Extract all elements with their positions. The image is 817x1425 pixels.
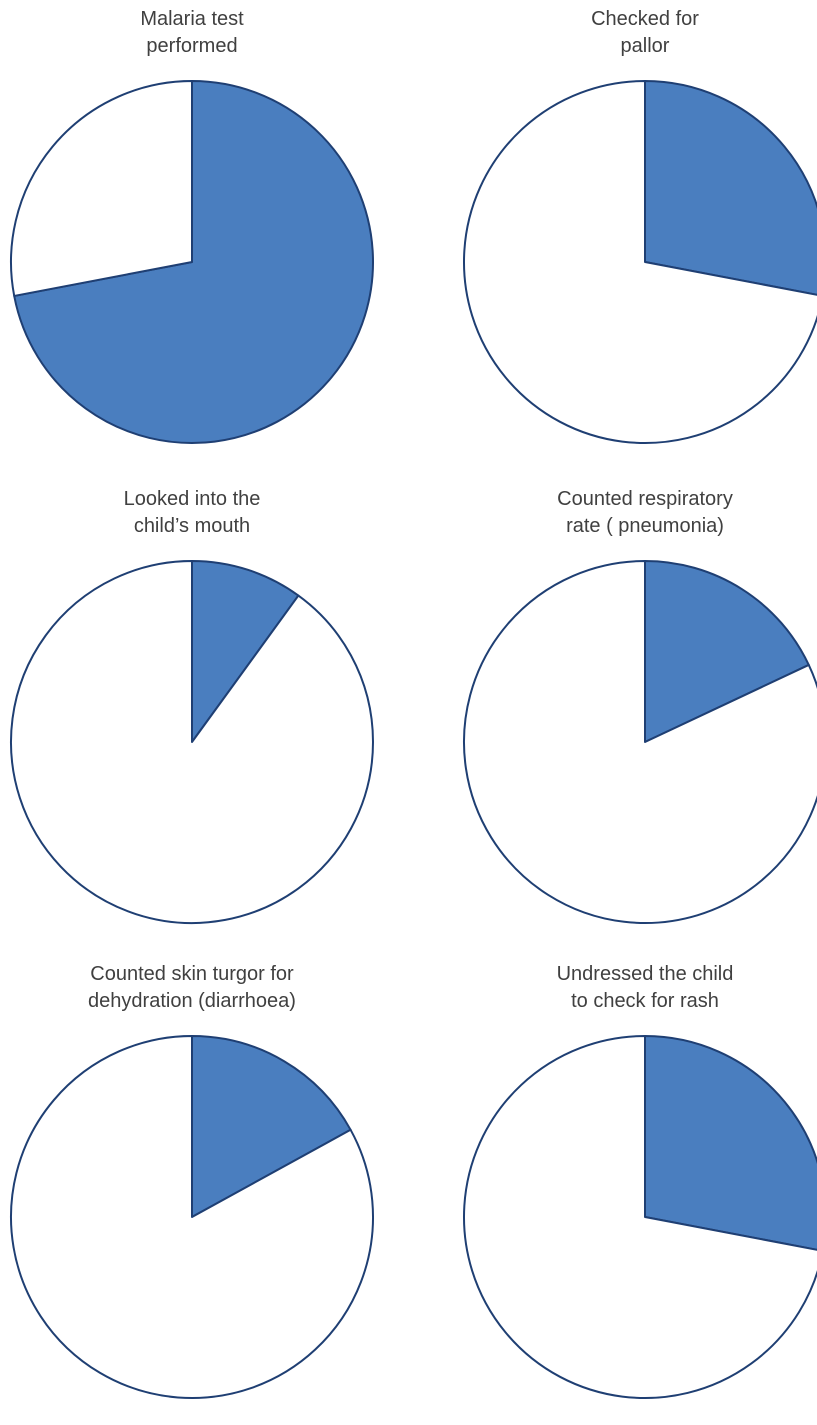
pie-panel-malaria-test: Malaria test performed	[2, 0, 382, 470]
pie-slice-no	[10, 1035, 374, 1399]
pie-title: Checked for pallor	[455, 6, 817, 60]
pie-title-line-2: dehydration (diarrhoea)	[88, 990, 296, 1012]
pie-title-line-2: pallor	[620, 35, 670, 57]
pie-slice-yes	[13, 80, 374, 444]
pie-chart	[463, 1035, 817, 1399]
pie-chart	[10, 560, 374, 924]
pie-slice-yes	[191, 1035, 352, 1218]
pie-panel-mouth: Looked into the child’s mouth	[2, 480, 382, 950]
pie-title-line-1: Counted respiratory	[557, 488, 733, 510]
pie-title-line-2: to check for rash	[571, 990, 719, 1012]
pie-slice-no	[463, 560, 817, 924]
pie-panel-skin-turgor: Counted skin turgor for dehydration (dia…	[2, 955, 382, 1425]
pie-slice-no	[463, 1035, 817, 1399]
pie-title: Undressed the child to check for rash	[455, 961, 817, 1015]
pie-title: Malaria test performed	[2, 6, 382, 60]
pie-title-line-2: rate ( pneumonia)	[566, 515, 724, 537]
pie-chart	[10, 1035, 374, 1399]
pie-slice-yes	[644, 1035, 817, 1251]
pie-chart	[463, 80, 817, 444]
pie-panel-respiratory-rate: Counted respiratory rate ( pneumonia)	[455, 480, 817, 950]
pie-title-line-1: Undressed the child	[556, 963, 734, 985]
pie-title-line-1: Checked for	[591, 8, 699, 30]
pie-title: Looked into the child’s mouth	[2, 486, 382, 540]
pie-slice-no	[463, 80, 817, 444]
pie-chart	[463, 560, 817, 924]
pie-title: Counted skin turgor for dehydration (dia…	[2, 961, 382, 1015]
pie-title-line-2: child’s mouth	[133, 515, 251, 537]
pie-panel-undressed-child: Undressed the child to check for rash	[455, 955, 817, 1425]
pie-panel-pallor: Checked for pallor	[455, 0, 817, 470]
pie-slice-no	[10, 560, 374, 924]
pie-title-line-1: Looked into the	[123, 488, 261, 510]
pie-title-line-1: Counted skin turgor for	[90, 963, 294, 985]
pie-chart	[10, 80, 374, 444]
pie-slice-no	[10, 80, 193, 297]
pie-slice-yes	[191, 560, 300, 743]
pie-title: Counted respiratory rate ( pneumonia)	[455, 486, 817, 540]
pie-slice-yes	[644, 560, 810, 743]
pie-slice-yes	[644, 80, 817, 296]
pie-title-line-2: performed	[146, 35, 238, 57]
pie-title-line-1: Malaria test	[140, 8, 244, 30]
